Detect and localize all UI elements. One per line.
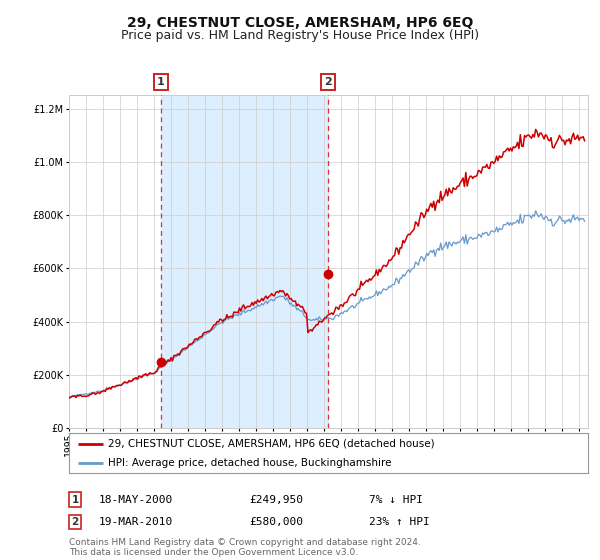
- Text: 2: 2: [324, 77, 332, 87]
- Text: Price paid vs. HM Land Registry's House Price Index (HPI): Price paid vs. HM Land Registry's House …: [121, 29, 479, 42]
- Text: 19-MAR-2010: 19-MAR-2010: [99, 517, 173, 527]
- Text: 18-MAY-2000: 18-MAY-2000: [99, 494, 173, 505]
- Bar: [161, 95, 328, 428]
- Text: 29, CHESTNUT CLOSE, AMERSHAM, HP6 6EQ (detached house): 29, CHESTNUT CLOSE, AMERSHAM, HP6 6EQ (d…: [108, 439, 434, 449]
- Text: £249,950: £249,950: [249, 494, 303, 505]
- Text: 1: 1: [157, 77, 164, 87]
- Text: HPI: Average price, detached house, Buckinghamshire: HPI: Average price, detached house, Buck…: [108, 458, 391, 468]
- Text: £580,000: £580,000: [249, 517, 303, 527]
- Text: 2: 2: [71, 517, 79, 527]
- Text: 23% ↑ HPI: 23% ↑ HPI: [369, 517, 430, 527]
- Text: 1: 1: [71, 494, 79, 505]
- Text: 7% ↓ HPI: 7% ↓ HPI: [369, 494, 423, 505]
- Text: 29, CHESTNUT CLOSE, AMERSHAM, HP6 6EQ: 29, CHESTNUT CLOSE, AMERSHAM, HP6 6EQ: [127, 16, 473, 30]
- Text: Contains HM Land Registry data © Crown copyright and database right 2024.
This d: Contains HM Land Registry data © Crown c…: [69, 538, 421, 557]
